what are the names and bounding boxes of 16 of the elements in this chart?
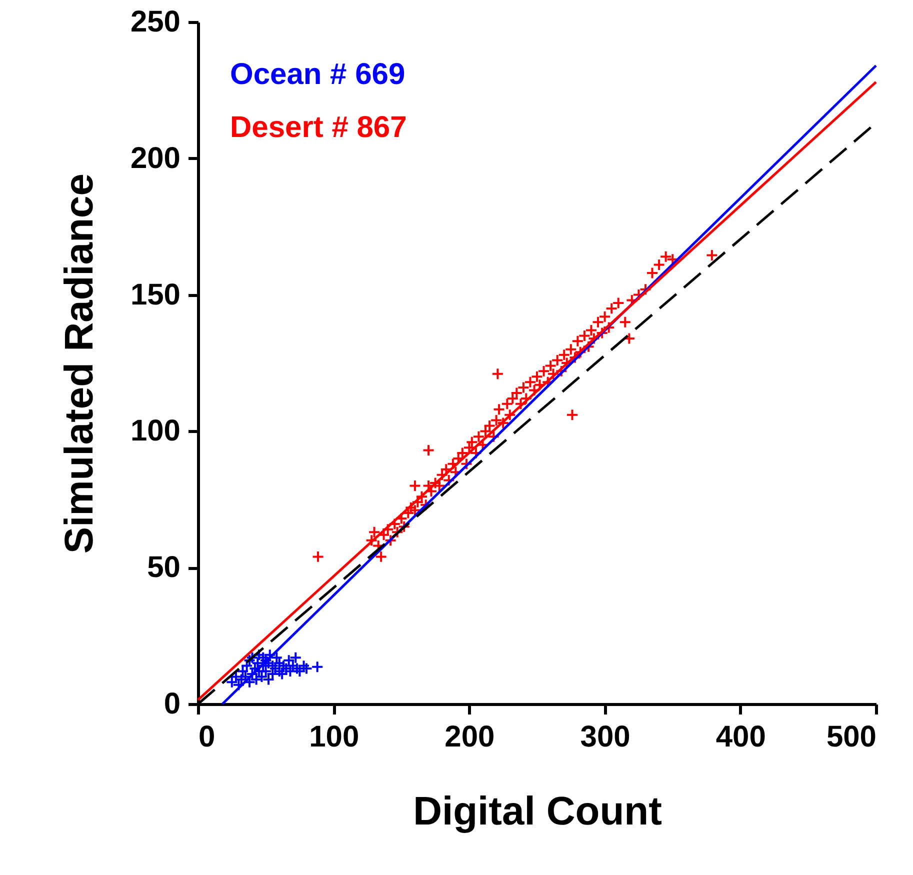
x-tick-label: 500: [826, 720, 876, 754]
text: Ocean # 669: [230, 58, 406, 91]
x-tick-label: 0: [198, 720, 216, 754]
y-tick-label: 200: [130, 142, 180, 175]
y-tick-label: 150: [130, 278, 180, 312]
x-tick-label: 400: [716, 720, 766, 754]
y-axis-title: Simulated Radiance: [57, 173, 102, 554]
x-tick-label: 100: [309, 720, 360, 754]
text: Desert # 867: [230, 111, 407, 144]
y-tick-label: 0: [164, 688, 180, 720]
x-axis-title: Digital Count: [413, 790, 662, 834]
x-tick-label: 300: [580, 720, 630, 754]
y-tick-label: 250: [130, 6, 180, 38]
x-tick-label: 200: [444, 720, 495, 754]
y-tick-label: 100: [130, 414, 180, 448]
y-tick-label: 50: [147, 551, 180, 584]
